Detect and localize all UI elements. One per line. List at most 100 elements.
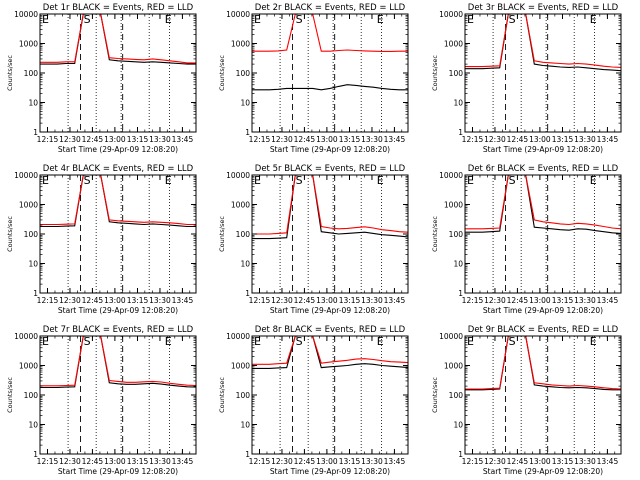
y-axis-label: Counts/sec xyxy=(431,216,439,252)
events-series-line xyxy=(465,13,622,72)
y-tick-label: 1 xyxy=(458,289,463,298)
x-tick-label: 12:15 xyxy=(249,135,271,144)
y-tick-label: 1000 xyxy=(444,40,463,49)
x-axis-label: Start Time (29-Apr-09 12:08:20) xyxy=(483,145,603,154)
events-series-line xyxy=(252,174,409,240)
x-tick-label: 12:45 xyxy=(507,457,529,466)
event-marker-label: E xyxy=(165,13,172,26)
x-tick-label: 13:30 xyxy=(361,135,383,144)
y-tick-label: 100 xyxy=(236,230,251,239)
x-tick-label: 13:45 xyxy=(597,457,619,466)
lld-series-line xyxy=(252,335,409,365)
plot-frame xyxy=(251,13,409,133)
y-tick-label: 100 xyxy=(24,230,39,239)
x-tick-label: 13:15 xyxy=(552,296,574,305)
plot-frame xyxy=(39,174,197,294)
y-tick-label: 1 xyxy=(245,450,250,459)
y-tick-label: 100 xyxy=(449,391,464,400)
y-tick-label: 10000 xyxy=(14,332,38,341)
x-tick-label: 12:30 xyxy=(271,135,293,144)
chart-title: Det 7r BLACK = Events, RED = LLD xyxy=(43,325,194,335)
event-marker-label: S xyxy=(509,335,516,348)
event-marker-label: S xyxy=(84,13,91,26)
y-axis-label: Counts/sec xyxy=(431,55,439,91)
x-tick-label: 13:45 xyxy=(597,135,619,144)
x-tick-label: 13:15 xyxy=(339,457,361,466)
plot-frame xyxy=(464,335,622,455)
x-axis-label: Start Time (29-Apr-09 12:08:20) xyxy=(483,467,603,476)
event-marker-label: S xyxy=(296,335,303,348)
y-tick-label: 1 xyxy=(245,289,250,298)
plot-frame xyxy=(39,13,197,133)
y-tick-label: 1000 xyxy=(19,362,38,371)
event-marker-label: E xyxy=(467,335,474,348)
event-marker-label: E xyxy=(377,174,384,187)
y-tick-label: 100 xyxy=(24,391,39,400)
x-tick-label: 13:30 xyxy=(149,135,171,144)
y-tick-label: 10 xyxy=(240,421,250,430)
x-tick-label: 12:30 xyxy=(59,296,81,305)
events-series-line xyxy=(40,13,196,65)
x-axis-label: Start Time (29-Apr-09 12:08:20) xyxy=(270,145,390,154)
event-marker-label: E xyxy=(254,174,261,187)
x-axis-label: Start Time (29-Apr-09 12:08:20) xyxy=(58,306,178,315)
events-series-line xyxy=(40,335,197,389)
x-tick-label: 13:00 xyxy=(529,135,551,144)
event-marker-label: E xyxy=(42,174,49,187)
x-tick-label: 13:15 xyxy=(339,135,361,144)
lld-series-line xyxy=(252,13,408,52)
event-marker-label: E xyxy=(254,13,261,26)
y-tick-label: 10 xyxy=(28,99,38,108)
x-tick-label: 13:00 xyxy=(529,296,551,305)
y-tick-label: 10 xyxy=(453,421,463,430)
x-tick-label: 12:30 xyxy=(271,296,293,305)
y-tick-label: 100 xyxy=(236,391,251,400)
x-tick-label: 13:15 xyxy=(552,135,574,144)
x-tick-label: 13:45 xyxy=(384,457,406,466)
x-tick-label: 13:00 xyxy=(316,296,338,305)
x-axis-label: Start Time (29-Apr-09 12:08:20) xyxy=(58,467,178,476)
x-tick-label: 12:30 xyxy=(59,457,81,466)
x-tick-label: 12:30 xyxy=(59,135,81,144)
y-tick-label: 1 xyxy=(33,450,38,459)
events-series-line xyxy=(465,335,621,391)
x-tick-label: 12:45 xyxy=(82,296,104,305)
y-tick-label: 100 xyxy=(449,230,464,239)
y-tick-label: 1 xyxy=(245,128,250,137)
event-marker-label: E xyxy=(165,174,172,187)
event-marker-label: S xyxy=(84,335,91,348)
x-tick-label: 12:15 xyxy=(37,457,59,466)
x-tick-label: 13:30 xyxy=(149,457,171,466)
y-tick-label: 1000 xyxy=(19,40,38,49)
event-marker-label: E xyxy=(467,174,474,187)
x-tick-label: 12:30 xyxy=(484,457,506,466)
y-tick-label: 1 xyxy=(33,128,38,137)
x-tick-label: 13:45 xyxy=(172,296,194,305)
y-tick-label: 1 xyxy=(458,128,463,137)
y-tick-label: 10 xyxy=(240,99,250,108)
y-axis-label: Counts/sec xyxy=(431,377,439,413)
y-tick-label: 10000 xyxy=(439,171,463,180)
x-tick-label: 13:00 xyxy=(104,135,126,144)
event-marker-label: S xyxy=(296,13,303,26)
plot-frame xyxy=(464,174,622,294)
y-tick-label: 100 xyxy=(24,69,39,78)
plot-frame xyxy=(464,13,622,133)
x-tick-label: 13:00 xyxy=(316,457,338,466)
x-tick-label: 13:30 xyxy=(361,457,383,466)
y-tick-label: 10000 xyxy=(14,10,38,19)
x-tick-label: 13:00 xyxy=(316,135,338,144)
event-marker-label: E xyxy=(377,335,384,348)
x-tick-label: 13:30 xyxy=(574,457,596,466)
plot-frame xyxy=(39,335,197,455)
x-tick-label: 13:30 xyxy=(361,296,383,305)
lld-series-line xyxy=(40,13,196,64)
y-tick-label: 10 xyxy=(453,260,463,269)
events-series-line xyxy=(252,335,409,369)
